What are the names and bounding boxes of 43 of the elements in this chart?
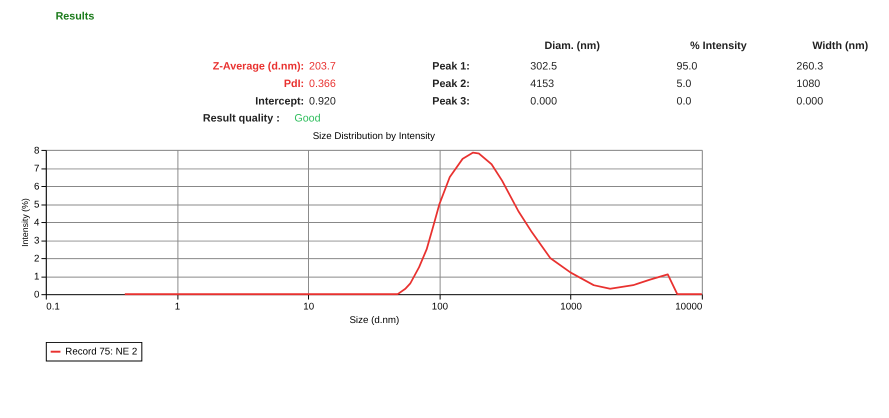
x-tick-label: 10000	[675, 301, 703, 312]
text: Result quality :	[202, 112, 280, 125]
text: Diam. (nm)	[544, 40, 600, 52]
x-axis-title: Size (d.nm)	[349, 314, 400, 326]
text: Results	[56, 10, 94, 22]
text: Z-Average (d.nm):	[212, 60, 304, 73]
text: Peak 1:	[432, 60, 470, 73]
text: 203.7	[309, 60, 336, 73]
text: 5.0	[676, 78, 692, 90]
text: % Intensity	[690, 40, 747, 52]
legend-label: Record 75: NE 2	[65, 346, 138, 358]
text: 0.0	[676, 95, 692, 108]
y-tick-label: 7	[34, 163, 40, 174]
y-tick-label: 5	[34, 199, 40, 210]
text: 0.000	[796, 95, 824, 108]
text: 0.920	[309, 95, 336, 108]
text: 4153	[530, 78, 554, 90]
x-tick-label: 1	[174, 301, 180, 312]
text: 1080	[796, 78, 820, 90]
y-tick-label: 3	[34, 236, 40, 246]
text: Good	[294, 112, 321, 125]
text: 95.0	[676, 60, 698, 73]
y-tick-label: 0	[34, 290, 40, 301]
text: Peak 3:	[432, 95, 470, 108]
text: 0.000	[530, 95, 558, 108]
y-tick-label: 6	[34, 181, 40, 192]
y-tick-label: 8	[34, 145, 40, 156]
text: Intercept:	[255, 95, 304, 108]
text: 0.366	[309, 78, 336, 90]
text: 260.3	[796, 60, 824, 73]
x-tick-label: 10	[303, 301, 315, 312]
y-axis-title: Intensity (%)	[20, 198, 30, 247]
x-tick-label: 1000	[560, 301, 583, 312]
y-tick-label: 2	[34, 254, 40, 265]
text: Peak 2:	[432, 78, 470, 90]
text: 302.5	[530, 60, 558, 73]
y-tick-label: 4	[34, 217, 40, 228]
x-tick-label: 100	[432, 301, 449, 312]
text: PdI:	[284, 78, 304, 90]
text: Width (nm)	[812, 40, 869, 52]
x-tick-label: 0.1	[46, 301, 60, 312]
y-tick-label: 1	[34, 272, 40, 283]
chart-title: Size Distribution by Intensity	[312, 131, 436, 142]
